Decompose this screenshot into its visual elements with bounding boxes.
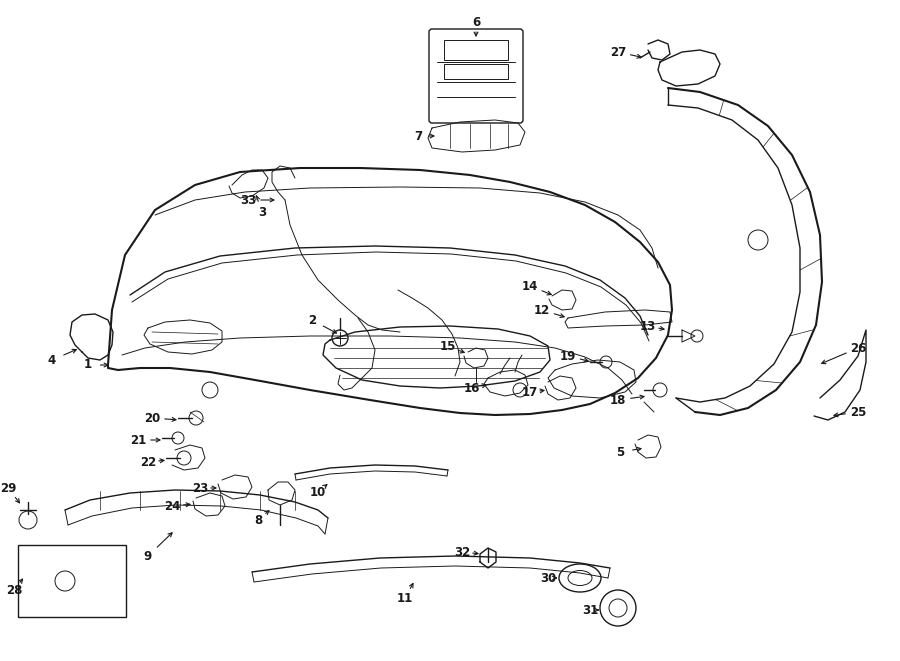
Text: 24: 24 — [164, 500, 180, 512]
Text: 15: 15 — [440, 340, 456, 352]
Text: 29: 29 — [0, 481, 16, 494]
Text: 27: 27 — [610, 46, 626, 59]
Circle shape — [332, 330, 348, 346]
Text: 4: 4 — [48, 354, 56, 366]
Text: 32: 32 — [454, 545, 470, 559]
Text: 19: 19 — [560, 350, 576, 362]
Text: 30: 30 — [540, 572, 556, 584]
Bar — [444, 64, 508, 79]
Text: 21: 21 — [130, 434, 146, 446]
Text: 20: 20 — [144, 412, 160, 424]
Text: 7: 7 — [414, 130, 422, 143]
Text: 33: 33 — [240, 194, 256, 206]
Text: 6: 6 — [472, 15, 480, 28]
Text: 8: 8 — [254, 514, 262, 527]
Text: 3: 3 — [258, 206, 266, 219]
Text: 25: 25 — [850, 405, 866, 418]
Text: 12: 12 — [534, 303, 550, 317]
Text: 11: 11 — [397, 592, 413, 605]
Text: 16: 16 — [464, 381, 481, 395]
Text: 26: 26 — [850, 342, 866, 354]
Bar — [444, 40, 508, 60]
Text: 23: 23 — [192, 481, 208, 494]
Text: 18: 18 — [610, 393, 626, 407]
Text: 31: 31 — [582, 603, 599, 617]
Text: 13: 13 — [640, 319, 656, 332]
Text: 17: 17 — [522, 385, 538, 399]
Text: 5: 5 — [616, 446, 624, 459]
Text: 28: 28 — [5, 584, 22, 596]
Text: 14: 14 — [522, 280, 538, 293]
Text: 10: 10 — [310, 485, 326, 498]
Bar — [18, 545, 126, 617]
Text: 1: 1 — [84, 358, 92, 371]
Text: 22: 22 — [140, 455, 156, 469]
Text: 9: 9 — [144, 549, 152, 563]
Text: 2: 2 — [308, 313, 316, 327]
